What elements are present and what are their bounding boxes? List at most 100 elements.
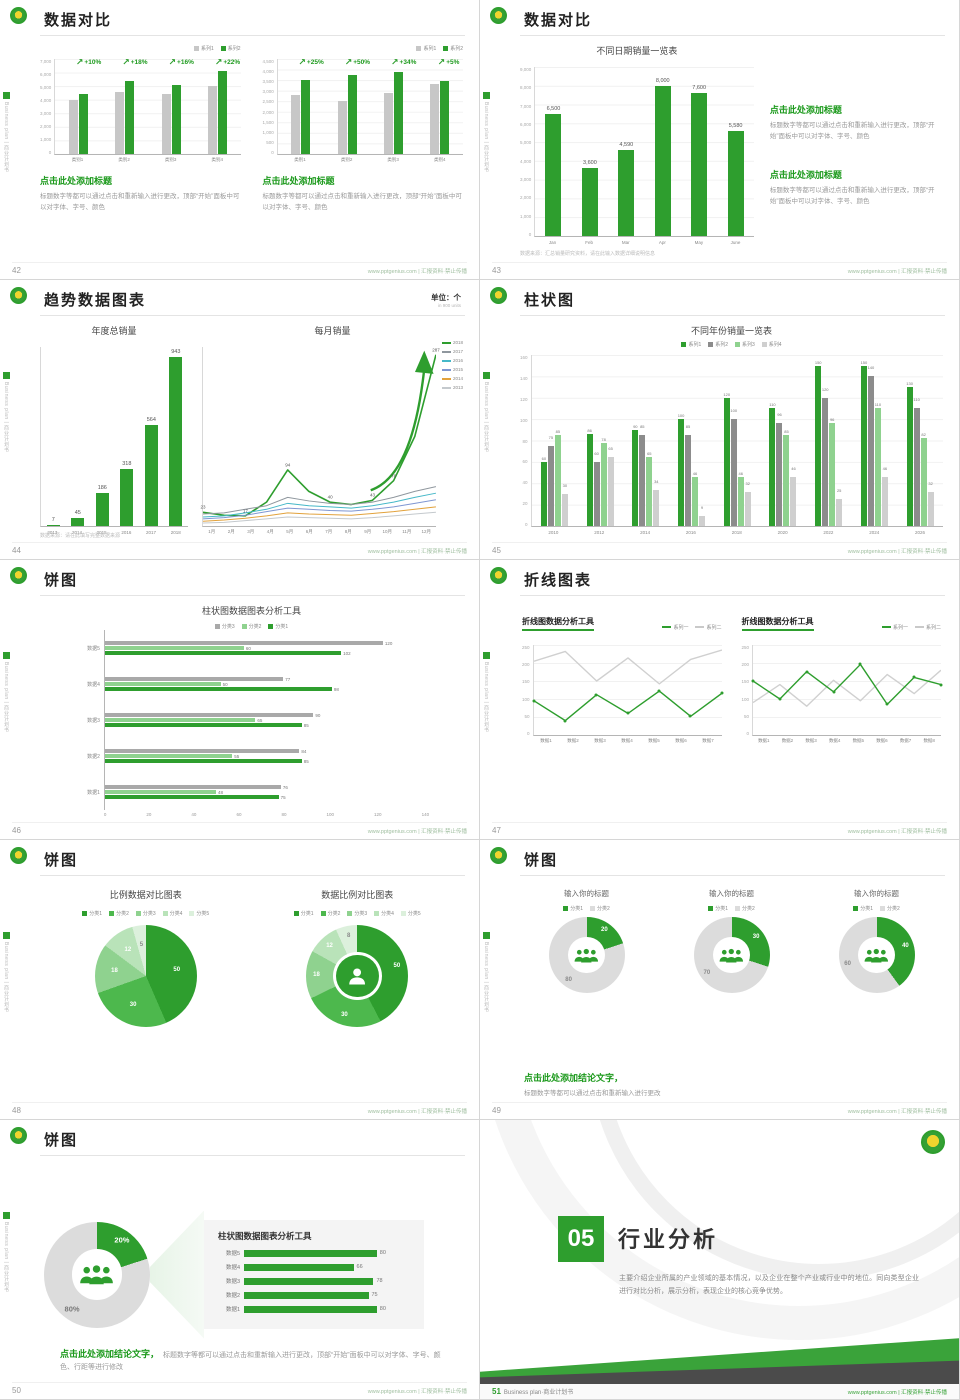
footer-url: www.pptgenius.com | 汇报资料·禁止传播 — [847, 1389, 947, 1396]
data-point — [532, 699, 536, 703]
bar-value: 7,600 — [692, 85, 707, 92]
y-tick: 0 — [527, 730, 530, 736]
bar-group: 60 75 85 30 — [532, 355, 578, 526]
bar-row: 75 — [104, 795, 429, 800]
y-tick: 100 — [741, 696, 750, 702]
x-tick: 11月 — [402, 529, 412, 534]
x-tick: 数据3 — [594, 738, 606, 743]
slice-label: 30 — [341, 1011, 348, 1018]
page-number: 51 — [492, 1387, 501, 1396]
footer-url: www.pptgenius.com | 汇报资料·禁止传播 — [847, 269, 947, 275]
y-axis: 160 140 120 100 80 60 40 20 0 — [520, 355, 531, 537]
plot-area: ↗ +10% ↗ +18% ↗ +16% ↗ +22% — [54, 57, 241, 155]
bar: 943 — [169, 349, 183, 526]
slide-49[interactable]: 饼图 Business plan | 商业计划书 输入你的标题 分类1 分类2 2… — [480, 840, 959, 1119]
legend-swatch — [189, 910, 195, 916]
bar-row: 98 — [104, 687, 429, 692]
bar — [104, 754, 233, 758]
brand-logo-icon — [10, 7, 27, 24]
legend-swatch — [853, 905, 859, 911]
y-tick: 0 — [525, 522, 528, 527]
bar: 140 — [868, 365, 874, 526]
bar — [104, 795, 279, 799]
slide-47[interactable]: 折线图表 Business plan | 商业计划书 折线图数据分析工具 系列一… — [480, 560, 959, 839]
bar-group: 90 85 65 34 — [623, 355, 669, 526]
bar-row: 90 — [104, 713, 429, 718]
unit-label: 单位：个 — [431, 293, 461, 302]
bar-group: 186 — [90, 347, 115, 526]
title-divider — [40, 875, 465, 876]
legend-swatch — [241, 623, 247, 629]
slide-46[interactable]: 饼图 Business plan | 商业计划书 柱状图数据图表分析工具 分类3… — [0, 560, 479, 839]
side-accent-block — [483, 92, 490, 99]
legend-swatch — [441, 359, 451, 362]
x-axis: 2013 2014 2015 2016 2017 2018 — [40, 527, 188, 537]
legend-swatch — [735, 341, 740, 347]
slide-title: 数据对比 — [44, 12, 113, 29]
slide-content: 系列1 系列2 7,000 6,000 5,000 4,000 3,000 2,000 1,00… — [40, 44, 463, 257]
bar-value: 120 — [723, 391, 731, 397]
slide-43[interactable]: 数据对比 Business plan | 商业计划书 不同日期销量一览表 9,0… — [480, 0, 959, 279]
people-icon — [862, 941, 891, 970]
bar-row: 76 — [104, 785, 429, 790]
y-tick: 500 — [266, 139, 274, 145]
block-body: 标题数字等都可以通过点击和重新输入进行更改，顶部“开始”面板中可以对字体、字号、… — [262, 193, 462, 212]
x-tick: 2012 — [594, 529, 605, 535]
bar — [104, 646, 244, 650]
x-tick: 5月 — [286, 529, 294, 534]
x-tick: 100 — [326, 812, 335, 817]
y-axis: 250 200 150 100 50 0 — [522, 645, 533, 746]
x-tick: 8月 — [344, 529, 352, 534]
bar-group: 5,580 — [717, 67, 753, 236]
grouped-bar-chart: 系列1 系列2 4,500 4,000 3,500 3,000 2,500 2,000 1,50… — [262, 44, 463, 165]
bar-group: 86 60 78 65 — [577, 355, 623, 526]
bar: 90 — [632, 424, 639, 526]
side-tab: Business plan | 商业计划书 — [3, 932, 10, 1013]
legend-item: 分类1 — [82, 910, 102, 917]
side-accent-block — [3, 372, 10, 379]
y-tick: 3,500 — [262, 79, 274, 85]
bar-group: ↗ +22% — [194, 58, 240, 154]
bar: 110 — [875, 402, 881, 526]
bar-group: 7,600 — [681, 67, 717, 236]
slide-48[interactable]: 饼图 Business plan | 商业计划书 比例数据对比图表 分类1 分类2… — [0, 840, 479, 1119]
growth-badge: ↗ +5% — [438, 58, 460, 67]
bar-value: 85 — [303, 722, 309, 728]
slide-45[interactable]: 柱状图 Business plan | 商业计划书 不同年份销量一览表 系列1 系… — [480, 280, 959, 559]
slice-label: 12 — [326, 943, 333, 950]
plot-wrap: 23 17 94 40 43 76 287 1月 2月 3月 4月 5月 6月 7月 8月 9月 10月 11月 1… — [201, 340, 440, 537]
up-arrow-icon: ↗ — [344, 57, 353, 67]
up-arrow-icon: ↗ — [75, 57, 84, 67]
footer-url: www.pptgenius.com | 汇报资料·禁止传播 — [847, 1109, 947, 1115]
slide-42[interactable]: 数据对比 Business plan | 商业计划书 系列1 系列2 7,000 6,… — [0, 0, 479, 279]
x-tick: 2014 — [640, 529, 651, 535]
legend-item: 2016 — [441, 358, 463, 363]
title-divider — [40, 35, 465, 36]
section-number: 05 — [558, 1216, 604, 1262]
chart-legend: 系列1 系列2 系列3 系列4 — [520, 340, 943, 348]
plot-wrap: 7 45 186 318 564 943 2013 2014 2015 2016 2017 2018 — [40, 340, 189, 537]
bar-track: 75 — [244, 1291, 410, 1299]
slice-label: 20% — [114, 1235, 130, 1245]
slide-50[interactable]: 饼图 Business plan | 商业计划书 20% 80% 柱状图数据图表分… — [0, 1120, 479, 1399]
point-label: 40 — [327, 494, 333, 500]
bar: 120 — [723, 392, 730, 526]
up-arrow-icon: ↗ — [298, 57, 306, 67]
bar-value: 32 — [745, 480, 750, 486]
y-tick: 40 — [522, 480, 528, 486]
slide-51[interactable]: 05 行业分析 主要介绍企业所属的产业领域的基本情况，以及企业在整个产业或行业中… — [480, 1120, 959, 1399]
x-tick: 2018 — [170, 529, 181, 535]
bar: 32 — [927, 481, 934, 526]
bar: 150 — [861, 360, 867, 526]
bar — [337, 101, 347, 154]
bar: 85 — [783, 429, 790, 526]
unit-sub-label: in 900 units — [437, 303, 461, 308]
slide-44[interactable]: 趋势数据图表 Business plan | 商业计划书 单位：个 in 900… — [0, 280, 479, 559]
slice-label: 30 — [129, 1002, 137, 1008]
point-label: 43 — [369, 492, 375, 498]
side-tab: Business plan | 商业计划书 — [483, 372, 490, 453]
y-tick: 0 — [48, 150, 52, 155]
bar — [125, 80, 135, 154]
pie-chart: 50 30 18 12 5 — [94, 925, 197, 1027]
x-tick: 7月 — [325, 529, 333, 534]
